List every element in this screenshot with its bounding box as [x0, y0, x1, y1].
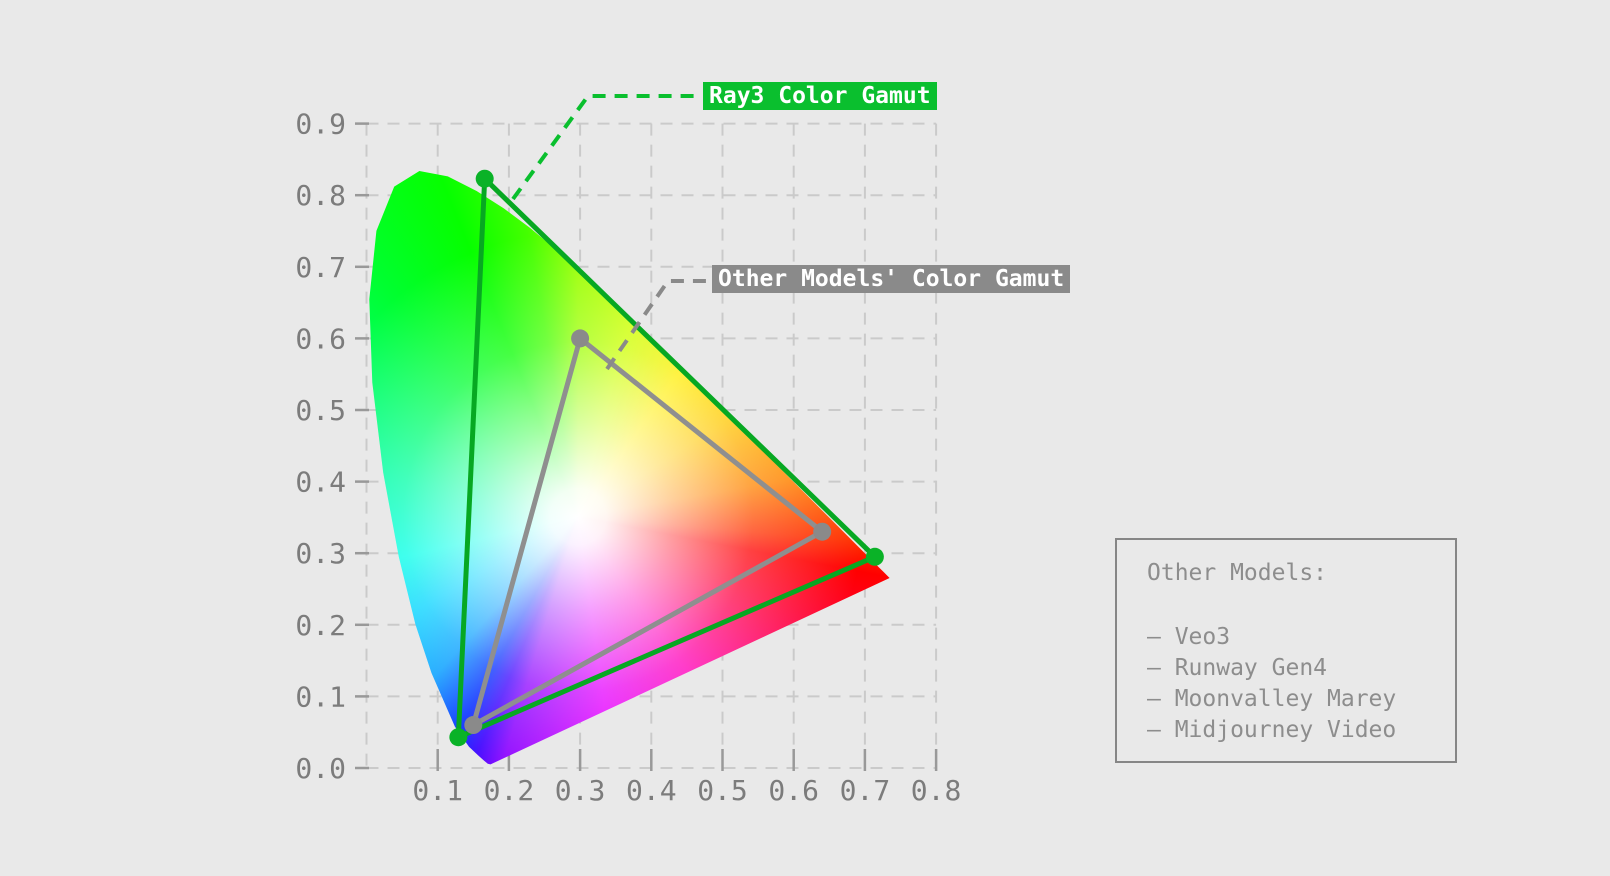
legend-item: — Veo3	[1147, 624, 1231, 650]
legend-item: — Runway Gen4	[1147, 655, 1328, 681]
x-tick-label: 0.6	[768, 774, 819, 807]
other-leader-line	[605, 279, 711, 371]
y-tick-label: 0.0	[295, 752, 346, 785]
ray3-gamut-label: Ray3 Color Gamut	[703, 82, 937, 110]
y-tick-label: 0.4	[295, 466, 346, 499]
other-gamut-triangle	[470, 335, 825, 728]
legend-item: — Midjourney Video	[1147, 717, 1397, 743]
x-tick-label: 0.4	[626, 774, 677, 807]
x-tick-label: 0.2	[484, 774, 535, 807]
other-gamut-vertex-dot	[813, 522, 832, 541]
ray3-gamut-triangle	[455, 176, 878, 740]
legend-item: — Moonvalley Marey	[1147, 686, 1397, 712]
x-tick-label: 0.3	[555, 774, 606, 807]
y-tick-label: 0.3	[295, 537, 346, 570]
ray3-leader-line	[511, 94, 702, 201]
legend-title: Other Models:	[1147, 560, 1328, 586]
y-tick-label: 0.7	[295, 251, 346, 284]
ray3-gamut-vertex-dot	[475, 169, 494, 188]
y-tick-label: 0.5	[295, 394, 346, 427]
y-tick-label: 0.2	[295, 609, 346, 642]
ray3-gamut-vertex-dot	[865, 547, 884, 566]
x-tick-label: 0.8	[911, 774, 962, 807]
other-gamut-label: Other Models' Color Gamut	[712, 265, 1071, 293]
x-tick-label: 0.7	[840, 774, 891, 807]
legend-items: — Veo3 — Runway Gen4 — Moonvalley Marey — M…	[1147, 622, 1455, 746]
legend-box: Other Models: — Veo3 — Runway Gen4 — Moonv…	[1115, 538, 1457, 763]
ray3-gamut-vertex-dot	[449, 728, 468, 747]
y-tick-label: 0.1	[295, 680, 346, 713]
x-tick-label: 0.1	[412, 774, 463, 807]
y-tick-label: 0.6	[295, 322, 346, 355]
other-gamut-vertex-dot	[571, 329, 590, 348]
y-tick-label: 0.8	[295, 179, 346, 212]
y-tick-label: 0.9	[295, 108, 346, 141]
other-gamut-vertex-dot	[464, 716, 483, 735]
x-tick-label: 0.5	[697, 774, 748, 807]
